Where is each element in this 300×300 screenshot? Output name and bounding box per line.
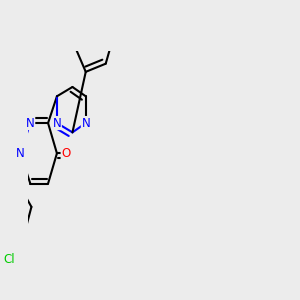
- Text: N: N: [52, 117, 61, 130]
- Text: N: N: [16, 147, 25, 160]
- Text: N: N: [26, 117, 35, 130]
- Text: N: N: [81, 117, 90, 130]
- Text: Cl: Cl: [3, 253, 15, 266]
- Text: O: O: [61, 147, 70, 160]
